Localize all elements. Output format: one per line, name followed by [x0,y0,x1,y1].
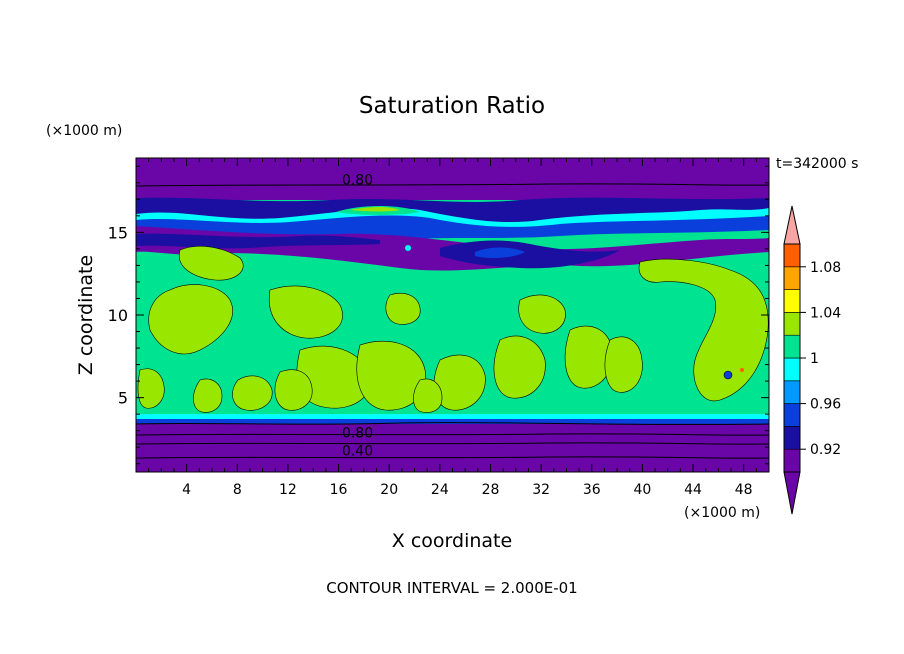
contour-lines [136,183,769,459]
x-tick-label: 40 [633,482,651,498]
colorbar-swatch [783,289,801,313]
contour-label: 0.80 [342,425,373,441]
y-unit-label: (×1000 m) [46,123,122,139]
contour-labels: 0.80 0.80 0.40 [342,172,373,460]
colorbar-swatch [783,448,801,473]
y-tick-label: 15 [108,223,128,242]
x-tick-label: 32 [532,482,550,498]
time-label: t=342000 s [776,156,858,172]
band-092-center [440,240,620,269]
x-tick-label: 36 [583,482,601,498]
band-098-lower [136,414,769,420]
colorbar-swatch [783,266,801,290]
colorbar-swatch [783,403,801,427]
colorbar-swatch [783,312,801,336]
colorbar-under-arrow [783,471,801,515]
x-tick-label: 16 [330,482,348,498]
band-094-lower [136,419,769,424]
contour-field [136,158,769,472]
x-tick-label: 12 [279,482,297,498]
x-tick-label: 28 [482,482,500,498]
band-102-upper [350,207,400,212]
x-tick-label: 20 [380,482,398,498]
dry-pocket-marker [723,370,733,380]
colorbar-tick-label: 0.92 [810,442,841,458]
colorbar-swatch [783,380,801,404]
x-tick-label: 44 [684,482,702,498]
y-axis: 5 10 15 [108,165,769,465]
x-unit-label: (×1000 m) [684,505,760,521]
y-tick-label: 5 [118,389,128,408]
chart-title: Saturation Ratio [359,93,545,119]
x-tick-label: 48 [735,482,753,498]
cyan-spot [405,245,411,251]
x-tick-label: 24 [431,482,449,498]
colorbar-tick-label: 1 [810,351,819,367]
colorbar-swatch [783,357,801,382]
colorbar-swatch [783,243,801,268]
upper-dry-band [136,158,769,200]
contour-label: 0.40 [342,444,373,460]
contour-label: 0.80 [342,172,373,188]
colorbar-tick-label: 0.96 [810,397,841,413]
band-092-left [136,233,380,249]
colorbar-over-arrow [783,205,801,245]
x-axis: 4 8 12 16 20 24 28 32 36 40 44 48 [148,158,757,498]
colorbar-swatch [783,426,801,450]
x-axis-title: X coordinate [392,530,512,552]
supersaturated-patches [137,245,769,413]
peak-marker [740,368,744,372]
colorbar: 0.92 0.96 1 1.04 1.08 [783,205,841,515]
x-tick-label: 4 [182,482,191,498]
y-axis-title: Z coordinate [75,255,97,375]
x-tick-label: 8 [233,482,242,498]
contour-interval-footer: CONTOUR INTERVAL = 2.000E-01 [326,579,577,597]
band-094-center [475,247,525,259]
colorbar-swatch [783,334,801,359]
colorbar-tick-label: 1.04 [810,305,841,321]
y-tick-label: 10 [108,306,128,325]
colorbar-tick-label: 1.08 [810,260,841,276]
